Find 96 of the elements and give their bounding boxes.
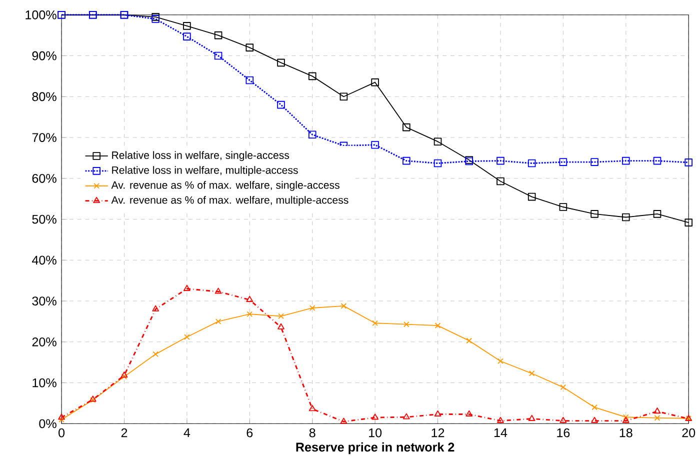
point — [246, 44, 254, 52]
point — [528, 414, 536, 421]
x-tick-label: 12 — [432, 428, 444, 437]
point — [340, 302, 347, 309]
point — [654, 414, 660, 421]
point — [497, 416, 504, 423]
point — [184, 334, 190, 340]
point — [528, 159, 536, 168]
point — [466, 338, 472, 344]
x-tick-label: 0 — [58, 428, 65, 438]
x-axis-title: Reserve price in network 2 — [296, 442, 454, 454]
point — [590, 158, 598, 166]
point — [214, 288, 222, 294]
y-tick-label: 20% — [32, 337, 56, 346]
point — [622, 414, 629, 420]
point — [434, 138, 442, 146]
point — [590, 210, 598, 218]
point — [340, 418, 348, 424]
x-tick-label: 14 — [494, 428, 508, 437]
x-tick-label: 4 — [184, 428, 190, 437]
point — [184, 284, 190, 291]
point — [622, 156, 630, 165]
point — [684, 218, 693, 226]
point — [308, 72, 316, 80]
point — [277, 58, 285, 66]
point — [246, 296, 254, 302]
point — [214, 52, 222, 60]
point — [278, 313, 284, 319]
x-tick-label: 20 — [682, 428, 696, 438]
point — [340, 92, 348, 100]
point — [371, 78, 379, 86]
point — [278, 323, 284, 330]
point — [404, 321, 410, 328]
point — [622, 416, 630, 423]
point — [560, 416, 567, 423]
point — [684, 158, 693, 166]
point — [496, 177, 504, 186]
point — [152, 305, 160, 312]
x-tick-label: 2 — [121, 428, 128, 437]
point — [58, 416, 64, 422]
x-tick-label: 6 — [246, 428, 253, 438]
point — [246, 76, 254, 84]
point — [121, 374, 128, 380]
point — [528, 192, 536, 201]
y-tick-label: 90% — [32, 51, 56, 60]
point — [402, 156, 410, 165]
point — [592, 404, 598, 410]
x-tick-label: 8 — [309, 428, 316, 438]
point — [308, 130, 316, 138]
y-tick-label: 70% — [32, 132, 56, 142]
y-tick-label: 30% — [32, 296, 56, 306]
y-tick-label: 80% — [32, 92, 56, 101]
point — [496, 156, 504, 165]
point — [591, 416, 598, 423]
y-tick-label: 40% — [32, 256, 56, 264]
legend-label: Relative loss in welfare, single-access — [112, 151, 290, 161]
point — [402, 413, 410, 420]
x-tick-label: 16 — [557, 428, 570, 438]
point — [466, 410, 473, 416]
point — [498, 358, 504, 364]
x-tick-label: 10 — [369, 428, 382, 438]
point — [183, 22, 191, 30]
legend-label: Av. revenue as % of max. welfare, multiple-access — [111, 196, 348, 206]
legend-label: Relative loss in welfare, multiple-access — [112, 166, 298, 176]
point — [653, 210, 662, 218]
point — [434, 410, 442, 416]
y-tick-label: 100% — [26, 10, 56, 20]
point — [402, 123, 410, 132]
point — [528, 370, 535, 376]
point — [214, 31, 222, 40]
point — [277, 100, 285, 109]
point — [308, 404, 316, 412]
point — [309, 304, 316, 311]
y-tick-label: 50% — [32, 214, 56, 224]
point — [434, 159, 442, 168]
point — [371, 140, 379, 149]
point — [560, 384, 566, 390]
point — [654, 407, 661, 414]
point — [372, 320, 378, 326]
y-tick-label: 0% — [39, 419, 56, 428]
x-tick-label: 18 — [620, 428, 632, 438]
point — [120, 371, 128, 378]
point — [559, 158, 568, 166]
point — [653, 156, 662, 165]
point — [58, 414, 65, 420]
point — [622, 213, 630, 222]
point — [215, 318, 222, 324]
legend-label: Av. revenue as % of max. welfare, single-access — [111, 180, 340, 191]
y-tick-label: 10% — [32, 378, 56, 388]
point — [152, 351, 158, 357]
point — [372, 414, 379, 420]
point — [559, 202, 568, 211]
point — [434, 322, 441, 328]
point — [183, 32, 191, 40]
point — [246, 311, 253, 317]
y-tick-label: 60% — [32, 174, 56, 183]
